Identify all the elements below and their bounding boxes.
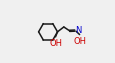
Text: OH: OH: [49, 39, 62, 48]
Text: OH: OH: [72, 37, 85, 46]
Text: N: N: [75, 26, 81, 35]
